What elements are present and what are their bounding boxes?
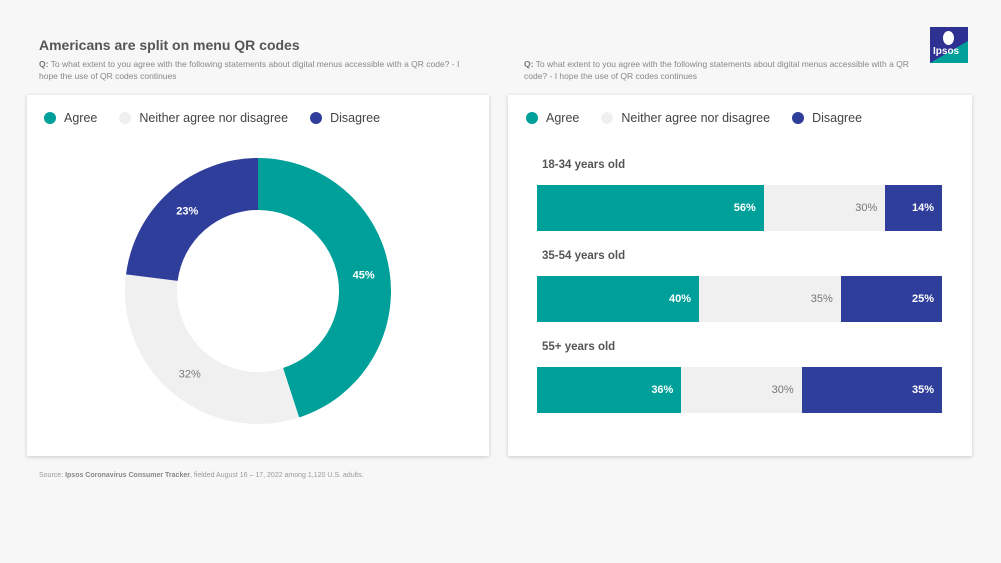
bar-legend: Agree Neither agree nor disagree Disagre…: [526, 111, 884, 125]
donut-label-agree: 45%: [353, 269, 375, 281]
legend-item-agree: Agree: [44, 111, 97, 125]
legend-label-neither: Neither agree nor disagree: [621, 111, 771, 125]
logo-text: Ipsos: [933, 46, 960, 57]
bar-segment-agree: 36%: [537, 367, 682, 413]
legend-label-agree: Agree: [64, 111, 98, 125]
legend-swatch-disagree: [310, 112, 323, 124]
legend-label-disagree: Disagree: [812, 111, 863, 125]
bar-segment-neither: 30%: [681, 367, 802, 413]
logo-dot: [943, 31, 954, 45]
logo-triangle: [930, 41, 968, 63]
right-question-text: To what extent to you agree with the fol…: [524, 59, 909, 81]
legend-swatch-neither: [601, 112, 614, 124]
bar-segment-disagree: 25%: [840, 276, 942, 322]
legend-item-neither: Neither agree nor disagree: [119, 111, 288, 125]
source-name: Ipsos Coronavirus Consumer Tracker: [65, 472, 190, 479]
legend-item-disagree: Disagree: [792, 111, 862, 125]
stacked-bar: 56% 30% 14%: [537, 185, 942, 231]
stacked-bar: 40% 35% 25%: [537, 276, 942, 322]
stacked-bar: 36% 30% 35%: [537, 367, 942, 413]
donut-legend: Agree Neither agree nor disagree Disagre…: [44, 111, 402, 125]
donut-card: Agree Neither agree nor disagree Disagre…: [27, 95, 489, 456]
question-prefix: Q:: [39, 59, 49, 69]
source-details: , fielded August 16 – 17, 2022 among 1,1…: [189, 472, 364, 479]
source-prefix: Source:: [39, 472, 66, 479]
legend-item-neither: Neither agree nor disagree: [601, 111, 770, 125]
bar-segment-agree: 56%: [537, 185, 764, 231]
donut-slice-neither: [125, 274, 300, 425]
question-prefix: Q:: [524, 59, 534, 69]
right-question: Q: To what extent to you agree with the …: [524, 58, 924, 82]
left-question: Q: To what extent to you agree with the …: [39, 58, 479, 82]
bar-segment-agree: 40%: [537, 276, 699, 322]
donut-label-disagree: 23%: [176, 206, 198, 218]
bar-card: Agree Neither agree nor disagree Disagre…: [508, 95, 972, 456]
legend-label-agree: Agree: [546, 111, 580, 125]
legend-label-neither: Neither agree nor disagree: [139, 111, 289, 125]
legend-swatch-disagree: [792, 112, 805, 124]
page-title: Americans are split on menu QR codes: [39, 37, 300, 53]
bar-segment-disagree: 35%: [801, 367, 942, 413]
legend-label-disagree: Disagree: [330, 111, 381, 125]
bar-group-label: 55+ years old: [542, 341, 616, 353]
bar-group-label: 35-54 years old: [542, 250, 626, 262]
legend-swatch-neither: [119, 112, 132, 124]
legend-swatch-agree: [44, 112, 56, 124]
donut-slice-agree: [258, 158, 392, 418]
left-question-text: To what extent to you agree with the fol…: [39, 59, 460, 81]
donut-slice-disagree: [126, 158, 259, 281]
source-note: Source: Ipsos Coronavirus Consumer Track…: [39, 472, 364, 479]
donut-chart: 45% 32% 23%: [125, 158, 392, 425]
bar-group-label: 18-34 years old: [542, 159, 626, 171]
donut-label-neither: 32%: [179, 368, 201, 380]
bar-segment-disagree: 14%: [885, 185, 942, 231]
legend-item-agree: Agree: [526, 111, 579, 125]
legend-item-disagree: Disagree: [310, 111, 380, 125]
legend-swatch-agree: [526, 112, 538, 124]
bar-segment-neither: 35%: [699, 276, 841, 322]
ipsos-logo: Ipsos: [930, 27, 968, 63]
bar-segment-neither: 30%: [763, 185, 886, 231]
